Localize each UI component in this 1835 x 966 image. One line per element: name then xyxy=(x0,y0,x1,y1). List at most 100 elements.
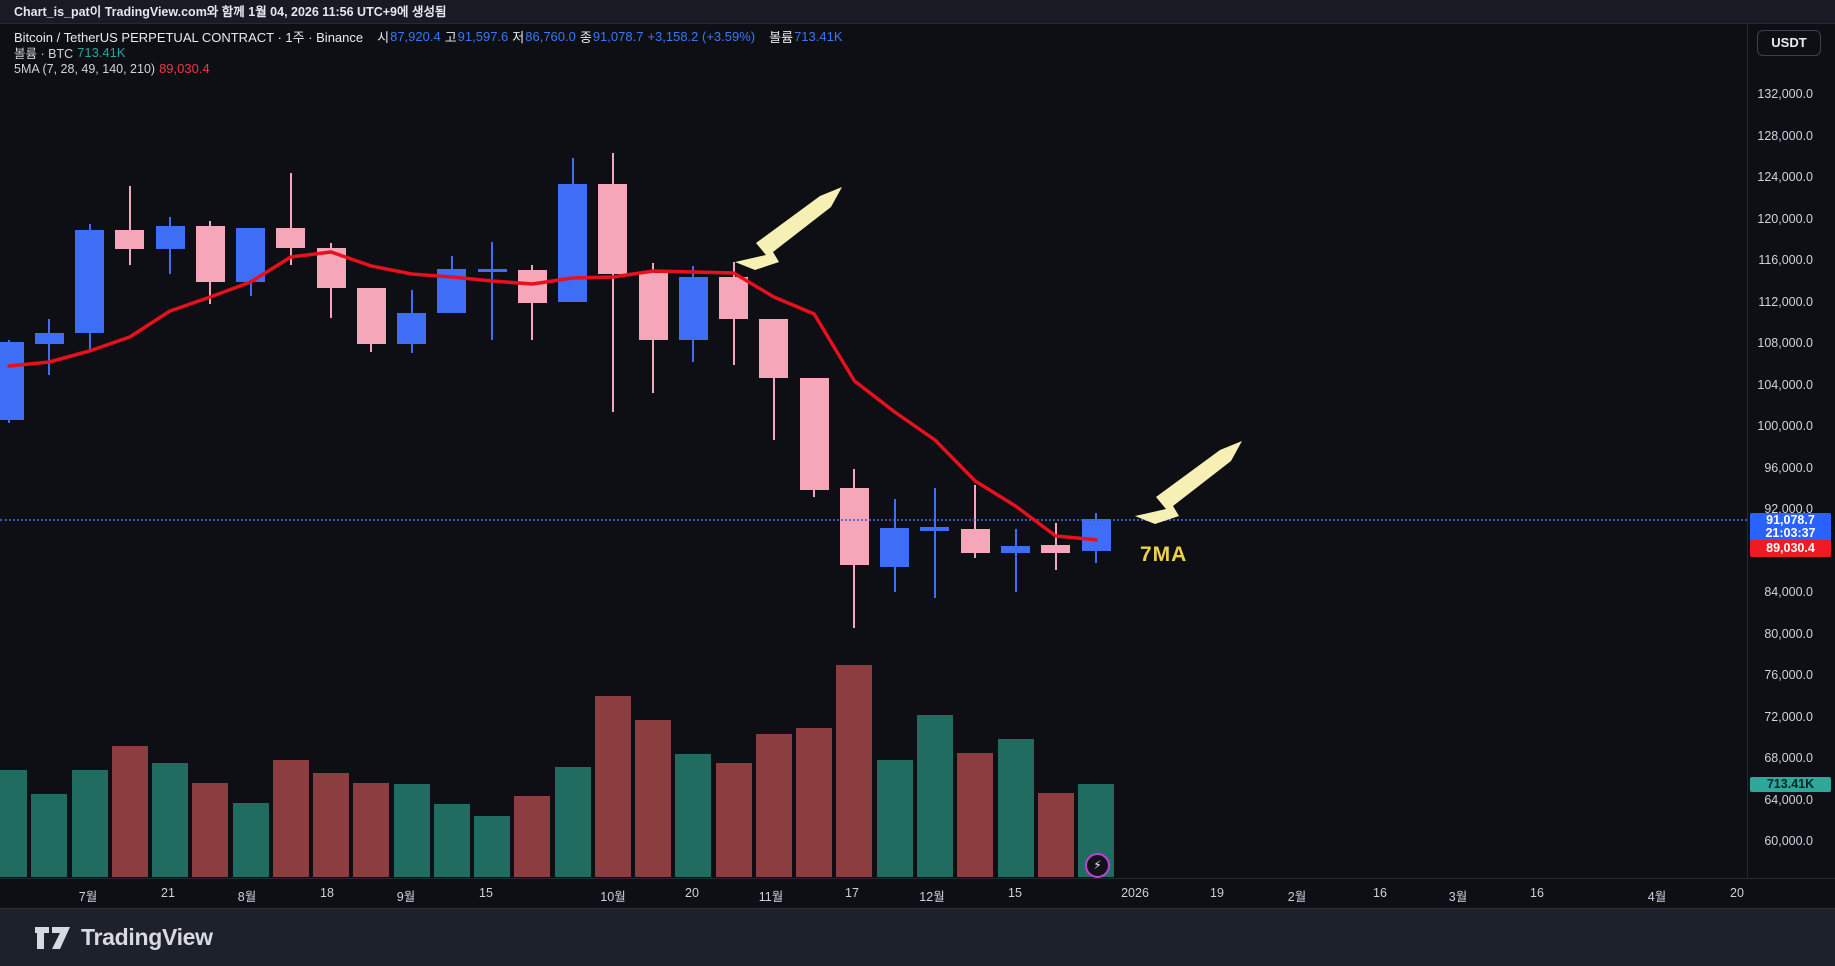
candle-body xyxy=(0,341,24,420)
price-tick-label: 72,000.0 xyxy=(1764,709,1813,724)
time-tick-label: 21 xyxy=(161,886,175,900)
price-tick-label: 76,000.0 xyxy=(1764,668,1813,682)
ma-price-badge: 89,030.4 xyxy=(1750,539,1831,557)
volume-bar xyxy=(31,793,68,877)
tradingview-logo[interactable]: TradingView xyxy=(34,924,213,952)
volume-bar xyxy=(433,803,470,877)
ma-indicator-value: 89,030.4 xyxy=(159,61,210,76)
volume-bar xyxy=(152,763,189,877)
arrow-icon xyxy=(735,187,842,270)
volume-bar xyxy=(715,763,752,877)
time-tick-label: 18 xyxy=(320,886,334,900)
volume-bar xyxy=(232,802,269,877)
time-axis[interactable]: 7월 21 8월 18 9월 15 10월 20 11월 17 12월 15 2026 19 2월 16 3월 1… xyxy=(0,878,1835,908)
ma-line-path xyxy=(7,250,1098,542)
price-tick-label: 84,000.0 xyxy=(1764,585,1813,599)
candle-body xyxy=(115,230,145,249)
attribution-bar: Chart_is_pat이 TradingView.com와 함께 1월 04,… xyxy=(0,0,1835,24)
price-tick-label: 96,000.0 xyxy=(1764,460,1813,475)
candle-wick xyxy=(491,242,494,340)
candle-body xyxy=(558,183,588,302)
low-value: 86,760.0 xyxy=(525,29,576,44)
price-tick-label: 116,000.0 xyxy=(1758,253,1813,267)
price-tick-label: 64,000.0 xyxy=(1764,792,1813,807)
candle-body xyxy=(316,247,346,288)
price-tick-label: 92,000.0 xyxy=(1764,502,1813,516)
symbol-info-row[interactable]: Bitcoin / TetherUS PERPETUAL CONTRACT · … xyxy=(14,29,847,45)
price-tick-label: 120,000.0 xyxy=(1757,211,1813,226)
volume-bar xyxy=(675,754,712,877)
time-tick-label: 7월 xyxy=(78,890,98,904)
candle-body xyxy=(839,488,869,565)
candle-body xyxy=(34,333,64,345)
candle-body xyxy=(517,269,547,304)
price-tick-label: 68,000.0 xyxy=(1764,751,1813,765)
symbol-title[interactable]: Bitcoin / TetherUS PERPETUAL CONTRACT · … xyxy=(14,30,364,45)
time-tick-label: 8월 xyxy=(237,890,257,904)
last-price-badge: 91,078.7 21:03:37 xyxy=(1750,512,1831,542)
close-value: 91,078.7 xyxy=(592,29,644,44)
ma-indicator-row[interactable]: 5MA (7, 28, 49, 140, 210) 89,030.4 xyxy=(14,61,847,76)
time-tick-label: 2월 xyxy=(1287,890,1307,904)
volume-bar xyxy=(836,665,873,877)
volume-bar xyxy=(313,772,350,877)
price-tick-label: 132,000.0 xyxy=(1757,87,1813,101)
candle-wick xyxy=(289,172,292,266)
volume-bar xyxy=(1037,793,1074,877)
price-tick-label: 80,000.0 xyxy=(1764,626,1813,641)
volume-bar xyxy=(111,745,148,877)
price-tick-label: 112,000.0 xyxy=(1758,294,1813,309)
time-tick-label: 19 xyxy=(1210,886,1224,900)
price-axis[interactable]: 91,078.7 21:03:37 89,030.4 713.41K 132,0… xyxy=(1747,24,1835,878)
candle-body xyxy=(759,319,789,379)
time-tick-label: 15 xyxy=(479,886,493,900)
time-tick-label: 10월 xyxy=(600,890,626,904)
chart-legend: Bitcoin / TetherUS PERPETUAL CONTRACT · … xyxy=(14,29,847,77)
volume-indicator-row[interactable]: 볼륨 · BTC 713.41K xyxy=(14,45,847,61)
candle-body xyxy=(397,313,427,345)
candle-body xyxy=(477,269,507,273)
candle-body xyxy=(437,269,467,313)
volume-bar xyxy=(353,783,390,877)
volume-indicator-label[interactable]: 볼륨 · BTC xyxy=(14,47,74,61)
attribution-text: Chart_is_pat이 TradingView.com와 함께 1월 04,… xyxy=(14,5,447,19)
volume-label: 볼륨 xyxy=(769,30,794,45)
lightning-boost-icon[interactable]: ⚡ xyxy=(1085,853,1110,878)
price-tick-label: 100,000.0 xyxy=(1757,419,1813,433)
volume-indicator-value: 713.41K xyxy=(77,45,126,60)
candle-body xyxy=(678,277,708,340)
volume-bar xyxy=(554,766,591,877)
candle-body xyxy=(598,183,628,274)
volume-bar xyxy=(876,760,913,877)
volume-bar xyxy=(957,753,994,877)
candle-body xyxy=(155,225,185,249)
candle-wick xyxy=(1014,529,1017,593)
candle-body xyxy=(236,228,266,282)
price-tick-label: 124,000.0 xyxy=(1757,170,1813,184)
open-value: 87,920.4 xyxy=(390,29,441,44)
chart-plot-area[interactable]: 7MA ⚡ xyxy=(0,24,1747,878)
currency-toggle-button[interactable]: USDT xyxy=(1757,30,1821,56)
seven-ma-annotation: 7MA xyxy=(1140,543,1188,566)
time-tick-label: 11월 xyxy=(758,890,784,904)
time-tick-label: 20 xyxy=(685,886,699,900)
candle-body xyxy=(75,230,105,334)
volume-bar xyxy=(916,714,953,877)
volume-bar xyxy=(755,733,792,877)
ma-indicator-label[interactable]: 5MA (7, 28, 49, 140, 210) xyxy=(14,61,156,76)
volume-badge: 713.41K xyxy=(1750,776,1831,792)
candle-body xyxy=(276,228,306,248)
time-tick-label: 2026 xyxy=(1121,886,1149,900)
volume-bar xyxy=(997,739,1034,877)
candle-wick xyxy=(48,319,51,376)
arrow-icon xyxy=(1135,441,1242,524)
candle-body xyxy=(960,529,990,554)
candle-body xyxy=(1001,546,1030,554)
candle-body xyxy=(880,528,910,568)
volume-bar xyxy=(796,727,833,877)
price-tick-label: 108,000.0 xyxy=(1757,336,1813,350)
change-value: +3,158.2 (+3.59%) xyxy=(647,29,756,44)
annotation-arrows xyxy=(735,187,1242,524)
tradingview-logo-text: TradingView xyxy=(81,924,213,950)
